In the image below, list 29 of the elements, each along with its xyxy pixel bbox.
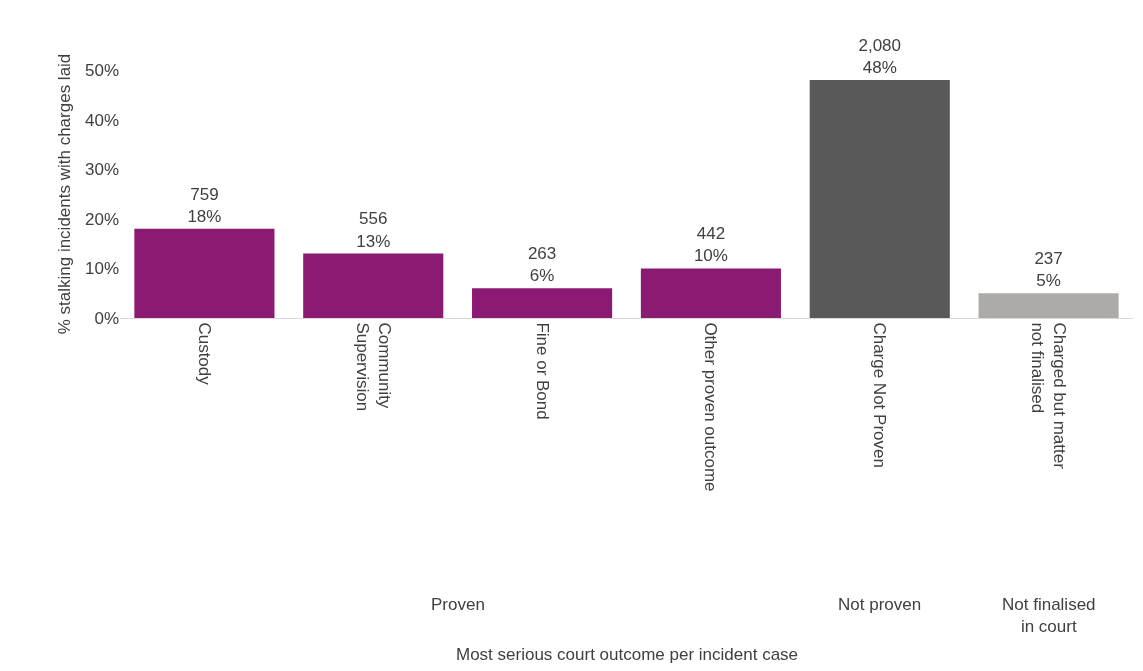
text: Not finalised in court [1002, 595, 1096, 637]
y-tick-label: 40% [84, 110, 119, 130]
bar [303, 253, 444, 318]
text: Proven [431, 595, 485, 614]
data-label: 2,080 48% [858, 35, 902, 77]
x-tick-label: Charge Not Proven [870, 322, 890, 468]
y-tick-label: 30% [84, 160, 119, 180]
data-label: 556 13% [356, 209, 391, 251]
data-label: 442 10% [693, 224, 728, 266]
y-tick-label: 50% [84, 60, 119, 80]
bar [640, 268, 781, 318]
y-tick-label: 20% [84, 209, 119, 229]
text: Not proven [838, 595, 922, 614]
bar [809, 79, 950, 318]
bar [472, 288, 613, 318]
data-label: 759 18% [187, 184, 222, 226]
bar [978, 293, 1119, 318]
x-tick-label: Community Supervision [352, 322, 394, 412]
data-label: 237 5% [1034, 249, 1063, 291]
y-tick-label: 10% [84, 259, 119, 279]
bar [134, 228, 275, 318]
text: Most serious court outcome per incident case [456, 645, 799, 664]
y-tick-label: 0% [94, 308, 119, 328]
y-axis-title: % stalking incidents with charges laid [54, 53, 74, 335]
data-label: 263 6% [527, 244, 557, 286]
x-tick-label: Custody [194, 322, 214, 386]
x-tick-label: Charged but matter not finalised [1028, 322, 1070, 470]
x-tick-label: Other proven outcome [701, 322, 721, 492]
x-tick-label: Fine or Bond [532, 322, 552, 420]
